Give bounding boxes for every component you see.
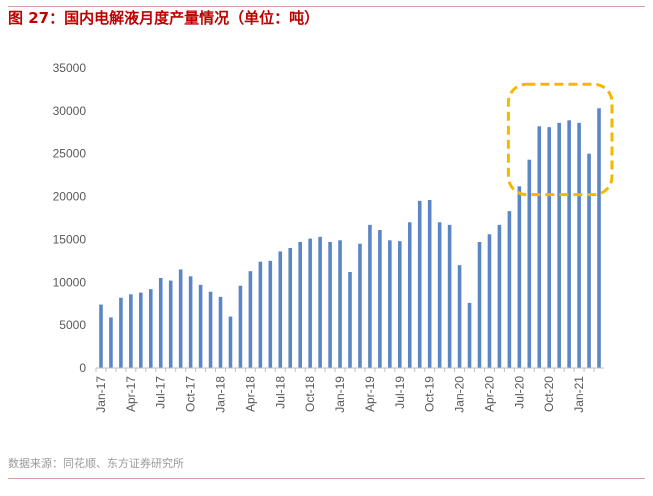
chart-title: 图 27：国内电解液月度产量情况（单位：吨） [8, 9, 320, 27]
x-tick-label: Apr-19 [363, 376, 377, 412]
title-divider [8, 6, 645, 7]
bar [597, 108, 601, 368]
x-tick-label: Apr-17 [124, 376, 138, 412]
bar [348, 272, 352, 368]
bar [537, 126, 542, 368]
bar [198, 284, 203, 368]
bar [338, 240, 342, 368]
bar [457, 265, 462, 368]
x-tick-label: Oct-20 [542, 376, 556, 412]
bar [507, 211, 512, 368]
y-tick-label: 30000 [53, 104, 87, 118]
bar [129, 294, 133, 368]
x-tick-label: Jan-18 [214, 376, 228, 413]
bar [477, 242, 482, 368]
x-tick-label: Apr-20 [482, 376, 496, 412]
x-tick-label: Jan-19 [333, 376, 347, 413]
bar [258, 261, 263, 368]
bar [278, 251, 283, 368]
bar [378, 230, 382, 368]
bar [318, 236, 322, 368]
bar-chart: 0 5000 10000 15000 20000 25000 30000 35000 Jan-1… [53, 61, 614, 413]
bar [487, 234, 492, 368]
bar [158, 278, 163, 368]
bar [547, 127, 552, 368]
bar [567, 120, 571, 368]
y-tick-label: 5000 [59, 318, 86, 332]
bar [398, 241, 402, 368]
bar [388, 240, 392, 368]
y-tick-label: 15000 [53, 232, 87, 246]
bar [119, 297, 123, 368]
bar [358, 243, 362, 368]
x-tick-label: Jul-20 [512, 376, 526, 409]
bar [228, 316, 233, 368]
x-tick-label: Apr-18 [243, 376, 257, 412]
bar [178, 269, 183, 368]
bar [527, 159, 532, 368]
bar [298, 242, 302, 368]
bar [139, 292, 143, 368]
bar [437, 222, 442, 368]
bar [427, 200, 432, 368]
source-note: 数据来源：同花顺、东方证券研究所 [8, 457, 184, 470]
bar [467, 302, 472, 368]
bar [417, 200, 422, 368]
bar [208, 291, 213, 368]
bar [238, 285, 243, 368]
bar [109, 317, 113, 368]
bar [248, 271, 253, 368]
bar [268, 260, 273, 368]
x-tick-label: Jan-21 [572, 376, 586, 413]
x-tick-label: Jul-18 [273, 376, 287, 409]
highlight-box [506, 82, 614, 197]
bar [188, 276, 193, 368]
y-tick-label: 20000 [53, 190, 87, 204]
x-tick-label: Jul-19 [393, 376, 407, 409]
bar [218, 296, 223, 368]
x-tick-label: Oct-18 [303, 376, 317, 412]
bar [577, 122, 581, 368]
footer-divider [8, 478, 645, 479]
bar [407, 222, 412, 368]
bar [288, 248, 293, 368]
bar [557, 122, 561, 368]
bar [497, 224, 502, 368]
x-tick-label: Jan-20 [453, 376, 467, 413]
x-tick-label: Jan-17 [94, 376, 108, 413]
y-tick-label: 0 [79, 361, 86, 375]
y-tick-label: 25000 [53, 147, 87, 161]
x-tick-label: Oct-19 [423, 376, 437, 412]
y-tick-label: 10000 [53, 275, 87, 289]
bar [328, 242, 332, 368]
x-tick-label: Oct-17 [184, 376, 198, 412]
y-tick-label: 35000 [53, 61, 87, 75]
x-tick-label: Jul-17 [154, 376, 168, 409]
bar [99, 304, 103, 368]
bar [368, 224, 372, 368]
bar [148, 289, 153, 368]
title-bar: 图 27：国内电解液月度产量情况（单位：吨） [0, 0, 653, 30]
chart-area: 0 5000 10000 15000 20000 25000 30000 35000 Jan-1… [0, 30, 653, 450]
bar [447, 224, 452, 368]
bar [308, 238, 312, 368]
bar [517, 186, 522, 368]
bar [587, 153, 591, 368]
bar [168, 280, 173, 368]
